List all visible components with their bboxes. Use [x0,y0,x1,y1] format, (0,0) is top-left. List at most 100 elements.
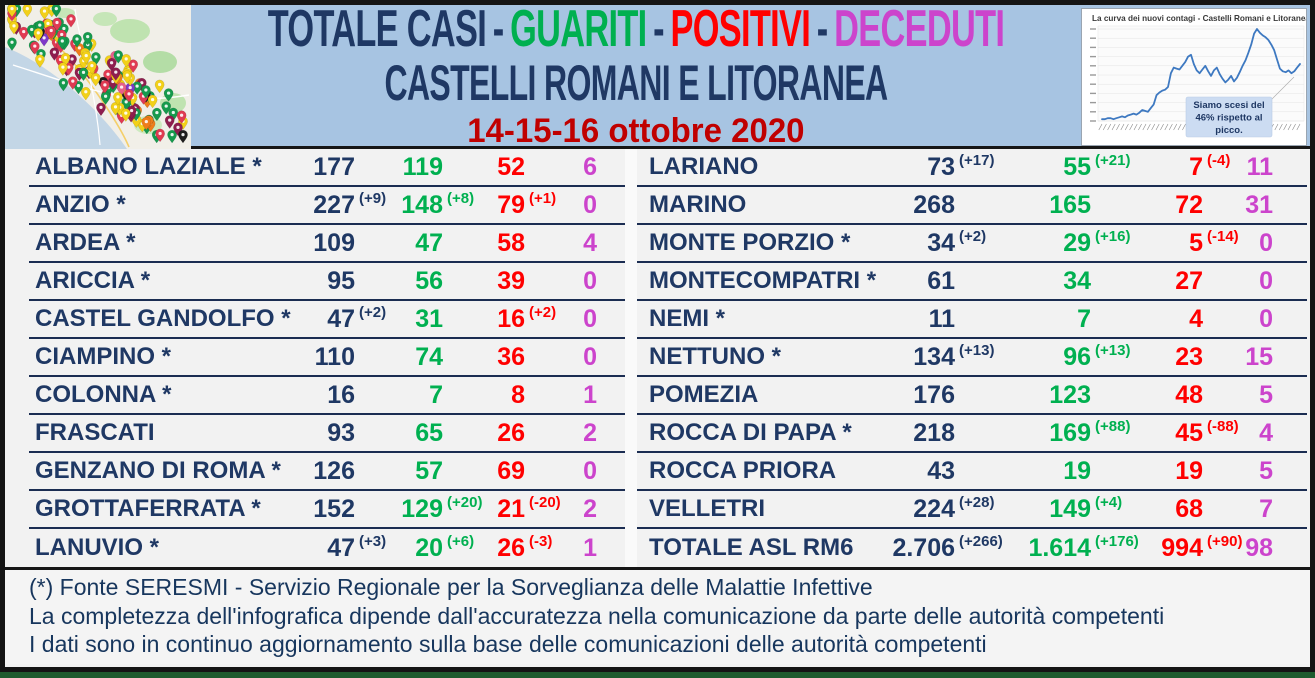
positivi-value: 8 [511,380,525,409]
positivi-delta: (+1) [529,189,557,207]
pin-dot [22,29,26,34]
pin-body [58,78,69,92]
pin-body [72,34,82,48]
chart-y-tick [1090,55,1096,58]
deceduti-value: 0 [583,456,597,485]
pin-body [87,60,97,75]
title-separator: - [492,0,503,58]
pin-body [30,41,40,55]
pin-dot [75,37,79,41]
pin-body [9,21,19,35]
deceduti-value: 2 [583,418,597,447]
pin-body [141,85,151,99]
map-pin-icon [35,54,45,68]
pin-dot [125,73,129,77]
pin-dot [140,81,144,85]
deceduti-value: 0 [583,342,597,371]
map-pin-icon [26,24,37,39]
positivi-value: 45 [1175,418,1203,447]
map-pin-icon [30,41,40,55]
chart-x-tick [1102,123,1107,131]
positivi-value: 58 [497,228,525,257]
pin-dot [54,7,58,11]
pin-dot [84,90,88,94]
table-row: GENZANO DI ROMA * 126 57 69 0 [29,453,625,491]
table-row: MONTECOMPATRI * 61 34 27 0 [637,263,1307,301]
chart-y-tick [1090,92,1096,95]
chart-x-tick [1274,123,1279,131]
table-row: ROCCA PRIORA 43 19 19 5 [637,453,1307,491]
positivi-delta: (+2) [529,303,557,321]
positivi-value: 68 [1175,494,1203,523]
page-subtitle: CASTELLI ROMANI E LITORANEA [383,55,888,111]
map-pin-icon [49,47,60,61]
table-row: POMEZIA 176 123 48 5 [637,377,1307,415]
pin-body [49,47,60,61]
pin-body [116,82,127,96]
pin-body [122,70,132,84]
pin-dot [124,57,128,61]
chart-y-tick [1090,37,1096,39]
chart-x-tick [1177,123,1182,131]
map-pin-icon [81,87,91,101]
pin-dot [129,108,134,113]
table-row: LARIANO 73 (+17) 55 (+21) 7 (-4) 11 [637,149,1307,187]
positivi-value: 26 [497,533,525,562]
map-pin-icon [51,5,62,18]
pin-dot [155,110,159,115]
pin-body [35,54,45,68]
chart-x-tick [1133,123,1138,131]
table-row: MONTE PORZIO * 34 (+2) 29 (+16) 5 (-14) 0 [637,225,1307,263]
chart-x-tick [1296,123,1301,131]
pin-dot [103,83,107,87]
totale-value: 95 [327,266,355,295]
chart-x-tick [1160,123,1164,131]
totale-value: 47 [327,304,355,333]
positivi-delta: (+90) [1207,532,1243,550]
town-name: MONTECOMPATRI * [649,267,877,294]
pin-body [58,62,68,76]
guariti-value: 7 [1077,304,1091,333]
positivi-delta: (-3) [529,532,553,550]
town-name: VELLETRI [649,495,766,522]
guariti-value: 96 [1063,342,1091,371]
map-pin-icon [9,21,19,35]
map-pin-icon [58,78,69,92]
town-name: LANUVIO * [35,534,160,561]
guariti-delta: (+8) [447,189,475,207]
date-range: 14-15-16 ottobre 2020 [466,112,805,150]
deceduti-value: 4 [1259,418,1273,447]
chart-annotation-text: Siamo scesi del [1193,100,1264,111]
map-pin-icon [116,82,127,96]
chart-y-tick [1090,65,1096,67]
map-park [110,19,150,43]
map-pin-icon [141,85,151,99]
pin-dot [106,72,110,76]
pin-body [81,50,91,65]
annotation-leader-line [1269,76,1295,102]
totale-value: 61 [927,266,955,295]
guariti-value: 129 [401,494,443,523]
totale-delta: (+13) [959,341,995,359]
pin-body [113,92,123,106]
town-name: MARINO [649,191,747,218]
map-pin-icon [152,107,162,122]
positivi-value: 21 [497,494,525,523]
deceduti-value: 0 [1259,228,1273,257]
chart-x-tick [1142,123,1147,131]
footer-notes: (*) Fonte SERESMI - Servizio Regionale p… [5,570,1310,664]
title-totale-casi: TOTALE CASI [267,0,486,58]
pin-body [121,54,131,68]
pin-body [176,110,187,124]
positivi-delta: (-20) [529,493,561,511]
table-left-half: ALBANO LAZIALE * 177 119 52 6 ANZIO * 227 (+9) 1… [29,149,625,567]
table-row: TOTALE ASL RM6 2.706 (+266) 1.614 (+176) 994(… [637,529,1307,567]
pin-body [121,108,131,122]
pin-dot [25,7,29,11]
chart-y-tick [1090,46,1096,49]
chart-x-tick [1116,123,1120,131]
map-park [143,51,177,73]
totale-value: 43 [927,456,955,485]
pin-dot [49,28,53,33]
pin-dot [170,133,174,137]
